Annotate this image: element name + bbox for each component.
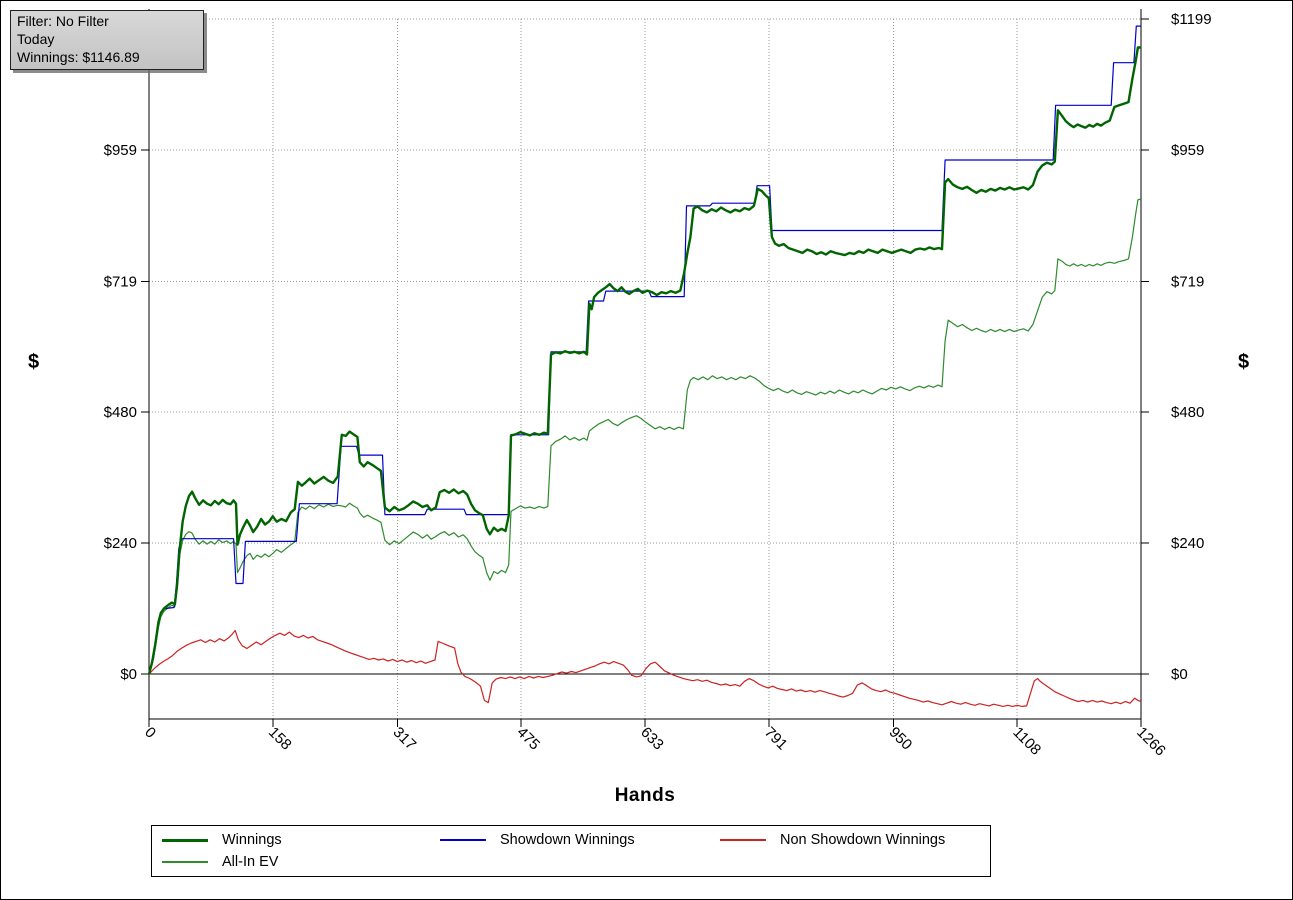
all-in-ev-line-sample [162, 861, 208, 863]
x-tick-label: 317 [390, 724, 420, 754]
legend-item-non-showdown-winnings: Non Showdown Winnings [720, 832, 980, 848]
x-tick-label: 633 [637, 724, 667, 754]
legend-item-all-in-ev: All-In EV [162, 854, 440, 870]
series-line-all-in-ev [148, 198, 1142, 675]
non-showdown-winnings-line-sample [720, 839, 766, 841]
filter-info-box: Filter: No Filter Today Winnings: $1146.… [10, 10, 204, 70]
legend-item-showdown-winnings: Showdown Winnings [440, 832, 720, 848]
date-range-text: Today [17, 31, 55, 47]
y-tick-label-right: $719 [1171, 273, 1204, 290]
x-tick-label: 475 [513, 724, 543, 754]
x-tick-label: 791 [761, 724, 791, 754]
y-tick-label-right: $480 [1171, 404, 1204, 421]
legend-label-all-in-ev: All-In EV [222, 854, 279, 870]
x-axis-title: Hands [614, 785, 676, 806]
legend-item-winnings: Winnings [162, 832, 440, 848]
legend-label-winnings: Winnings [222, 832, 282, 848]
x-tick-label: 0 [141, 724, 159, 742]
chart-legend: Winnings Showdown Winnings Non Showdown … [151, 825, 991, 877]
y-tick-label-right: $0 [1171, 666, 1188, 683]
filter-text: Filter: No Filter [17, 13, 109, 29]
y-axis-title-right: $ [1238, 351, 1250, 373]
winnings-chart[interactable]: $0 $0 $240 $240 $480 $480 $719 $719 $959 $959 $119… [1, 1, 1293, 791]
y-tick-label-right: $240 [1171, 535, 1204, 552]
series-line-winnings [147, 46, 1142, 675]
y-tick-label-left: $719 [104, 273, 137, 290]
winnings-total-text: Winnings: $1146.89 [17, 49, 140, 65]
showdown-winnings-line-sample [440, 839, 486, 841]
legend-label-non-showdown-winnings: Non Showdown Winnings [780, 832, 946, 848]
x-tick-label: 1266 [1133, 724, 1169, 760]
y-tick-label-left: $0 [120, 666, 137, 683]
y-tick-label-right: $959 [1171, 142, 1204, 159]
winnings-line-sample [162, 838, 208, 842]
series-line-non-showdown-winnings [148, 629, 1142, 708]
y-tick-label-left: $480 [104, 404, 137, 421]
y-tick-label-left: $959 [104, 142, 137, 159]
series-line-showdown-winnings [148, 25, 1141, 675]
y-tick-label-right: $1199 [1171, 11, 1212, 28]
legend-label-showdown-winnings: Showdown Winnings [500, 832, 635, 848]
y-axis-title-left: $ [28, 351, 40, 373]
x-tick-label: 1108 [1009, 724, 1044, 759]
y-tick-label-left: $240 [104, 535, 137, 552]
x-tick-label: 158 [265, 724, 295, 754]
x-tick-label: 950 [886, 724, 916, 754]
